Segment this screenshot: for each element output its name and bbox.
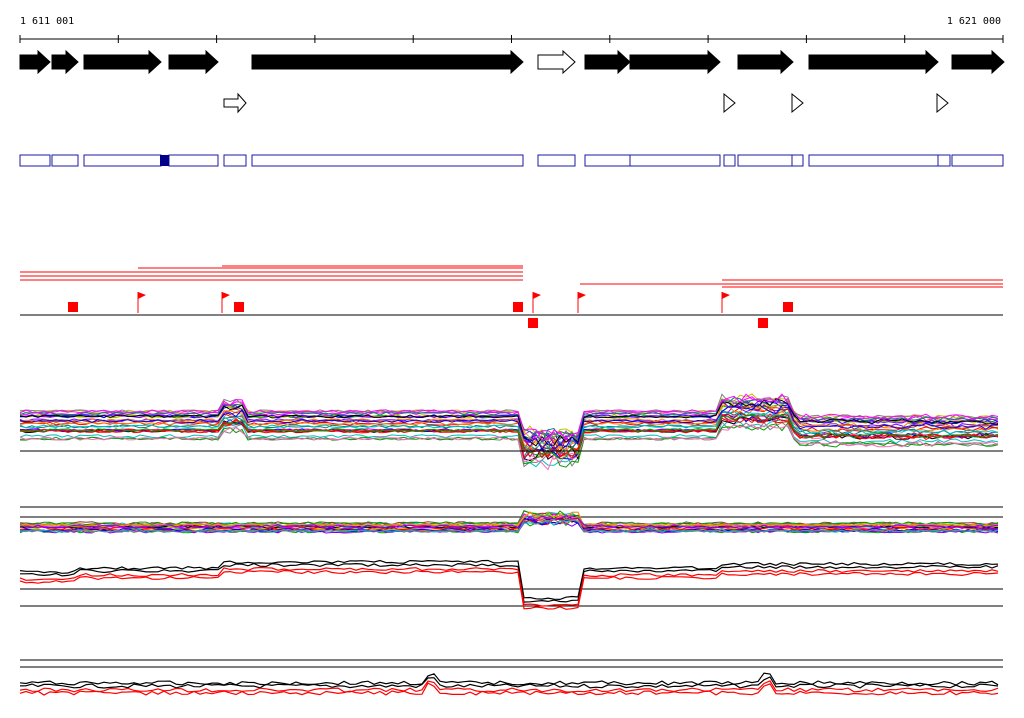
transcription-unit-box xyxy=(791,154,804,167)
up-flag xyxy=(722,292,730,299)
pyrr-triangle xyxy=(791,92,804,114)
gene-arrow-rluD xyxy=(629,49,721,75)
gene-annotation-track xyxy=(19,49,1005,75)
transcription-unit-box xyxy=(223,154,247,167)
down-marker-box xyxy=(783,302,793,312)
expression-line xyxy=(19,393,999,441)
expression-line xyxy=(19,408,999,459)
up-flag xyxy=(138,292,146,299)
expression-profile-track-3 xyxy=(19,559,1003,610)
transcription-unit-box xyxy=(584,154,631,167)
expression-line xyxy=(19,413,999,460)
transcription-unit-box xyxy=(808,154,951,167)
transcription-unit-highlight xyxy=(160,155,169,166)
expression-line xyxy=(19,414,999,460)
gene-arrow-divIVA xyxy=(168,49,219,75)
summary-line xyxy=(19,676,999,689)
up-flag xyxy=(222,292,230,299)
regulatory-elements-track xyxy=(223,92,949,114)
gene-arrow-pyrR xyxy=(737,49,794,75)
gene-arrow-ylmG xyxy=(51,49,79,75)
transcription-unit-box xyxy=(937,154,951,167)
expression-profile-track-1 xyxy=(19,393,1003,471)
transcription-unit-track xyxy=(19,154,1004,167)
gene-arrow-ylyA xyxy=(537,49,576,75)
gene-arrow-lspA xyxy=(584,49,631,75)
transcription-unit-box xyxy=(537,154,576,167)
transcription-unit-box xyxy=(83,154,162,167)
transcription-unit-box xyxy=(251,154,524,167)
summary-line xyxy=(19,682,999,696)
down-marker-box xyxy=(528,318,538,328)
summary-line xyxy=(20,562,999,603)
summary-line xyxy=(19,680,999,693)
down-marker-box xyxy=(758,318,768,328)
down-marker-box xyxy=(513,302,523,312)
down-marker-box xyxy=(234,302,244,312)
summary-line xyxy=(19,559,999,601)
up-flag xyxy=(533,292,541,299)
expression-line xyxy=(19,518,999,534)
transcription-unit-box xyxy=(51,154,79,167)
pyrr-triangle xyxy=(936,92,949,114)
end-coordinate: 1 621 000 xyxy=(947,16,1001,27)
gene-arrow-pyrP xyxy=(808,49,939,75)
gene-arrow-ileS xyxy=(251,49,524,75)
expression-line xyxy=(19,415,999,460)
transcription-unit-box xyxy=(629,154,721,167)
expression-line xyxy=(19,398,999,447)
gene-arrow-ylmH xyxy=(83,49,162,75)
pyrr-triangle xyxy=(723,92,736,114)
segment-marker-track xyxy=(20,265,1003,328)
expression-line xyxy=(19,393,999,442)
expression-line xyxy=(19,403,999,451)
transcription-unit-box xyxy=(723,154,736,167)
transcription-unit-box xyxy=(737,154,794,167)
transcription-unit-box xyxy=(951,154,1004,167)
summary-line xyxy=(19,566,999,607)
expression-line xyxy=(19,393,999,441)
tbox-arrow xyxy=(223,92,247,114)
expression-line xyxy=(19,517,998,531)
expression-line xyxy=(19,509,999,526)
transcription-unit-box xyxy=(19,154,51,167)
summary-line xyxy=(19,569,999,610)
expression-line xyxy=(19,409,999,455)
expression-line xyxy=(19,397,999,443)
expression-line xyxy=(19,515,999,529)
gene-arrow-pyrB xyxy=(951,49,1005,75)
expression-profile-track-4 xyxy=(19,659,1003,696)
summary-line xyxy=(19,672,999,686)
up-flag xyxy=(578,292,586,299)
expression-line xyxy=(19,424,999,471)
coordinate-ruler: 1 611 001 1 621 000 xyxy=(19,16,1004,43)
gene-arrow-sepF xyxy=(19,49,51,75)
start-coordinate: 1 611 001 xyxy=(20,16,74,27)
down-marker-box xyxy=(68,302,78,312)
transcription-unit-box xyxy=(168,154,219,167)
expression-profile-track-2 xyxy=(19,506,1003,534)
